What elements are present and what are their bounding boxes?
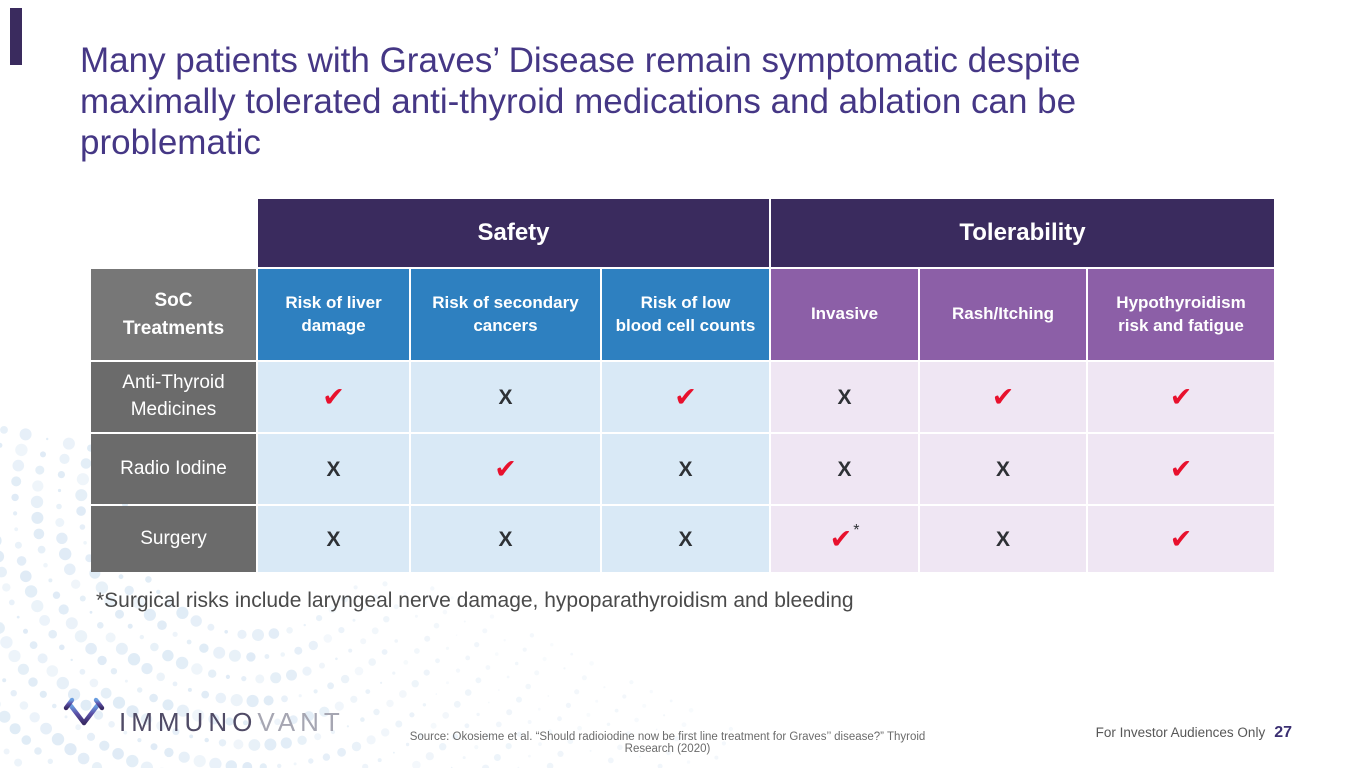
- table-cell: X: [258, 434, 409, 504]
- table-cell: ✔: [920, 362, 1086, 432]
- table-cell: ✔ *: [771, 506, 918, 572]
- table-cell: ✔: [258, 362, 409, 432]
- x-mark: X: [326, 527, 341, 551]
- column-header-soc-treatments: SoC Treatments: [91, 269, 256, 360]
- table-cell: ✔: [1088, 362, 1274, 432]
- table-cell: X: [411, 506, 600, 572]
- footnote: *Surgical risks include laryngeal nerve …: [96, 589, 854, 612]
- row-label-anti-thyroid-medicines: Anti-Thyroid Medicines: [91, 362, 256, 432]
- column-header-risk-low-blood-cell-counts: Risk of low blood cell counts: [602, 269, 769, 360]
- column-header-rash-itching: Rash/Itching: [920, 269, 1086, 360]
- check-mark: ✔: [991, 381, 1015, 413]
- table-cell: X: [771, 434, 918, 504]
- check-mark: ✔: [1169, 523, 1193, 555]
- x-mark: X: [678, 527, 693, 551]
- asterisk-mark: *: [853, 522, 860, 539]
- accent-bar: [10, 8, 22, 65]
- row-label-radio-iodine: Radio Iodine: [91, 434, 256, 504]
- table-cell: ✔: [1088, 506, 1274, 572]
- table-cell: X: [771, 362, 918, 432]
- check-mark: ✔: [829, 523, 853, 555]
- brand-text-primary: IMMUNO: [119, 706, 258, 737]
- page-number: 27: [1274, 724, 1292, 741]
- x-mark: X: [837, 457, 852, 481]
- source-citation: Source: Okosieme et al. “Should radioiod…: [409, 731, 926, 755]
- group-header-tolerability: Tolerability: [771, 199, 1274, 267]
- brand-text-secondary: VANT: [257, 706, 345, 737]
- immunovant-logo: IMMUNOVANT: [60, 694, 345, 750]
- x-mark: X: [995, 527, 1010, 551]
- column-header-risk-secondary-cancers: Risk of secondary cancers: [411, 269, 600, 360]
- slide-title: Many patients with Graves’ Disease remai…: [80, 41, 1081, 162]
- check-mark: ✔: [1169, 381, 1193, 413]
- check-mark: ✔: [674, 381, 697, 413]
- check-mark: ✔: [494, 453, 517, 485]
- group-header-safety: Safety: [258, 199, 769, 267]
- x-mark: X: [498, 385, 513, 409]
- table-cell: X: [602, 506, 769, 572]
- x-mark: X: [498, 527, 513, 551]
- table-cell: X: [920, 506, 1086, 572]
- antibody-icon: [63, 697, 105, 750]
- x-mark: X: [837, 385, 852, 409]
- table-corner-spacer: [91, 199, 256, 267]
- table-cell: ✔: [411, 434, 600, 504]
- x-mark: X: [326, 457, 341, 481]
- table-cell: X: [411, 362, 600, 432]
- x-mark: X: [678, 457, 693, 481]
- table-cell: ✔: [1088, 434, 1274, 504]
- table-cell: X: [602, 434, 769, 504]
- table-cell: ✔: [602, 362, 769, 432]
- audience-label: For Investor Audiences Only: [1095, 725, 1266, 740]
- x-mark: X: [995, 457, 1010, 481]
- table-cell: X: [258, 506, 409, 572]
- footer-right: For Investor Audiences Only 27: [1096, 724, 1292, 742]
- brand-wordmark: IMMUNOVANT: [119, 707, 345, 738]
- table-cell: X: [920, 434, 1086, 504]
- row-label-surgery: Surgery: [91, 506, 256, 572]
- treatment-comparison-table: Safety Tolerability SoC Treatments Risk …: [91, 199, 1274, 572]
- check-mark: ✔: [322, 381, 345, 413]
- column-header-risk-liver-damage: Risk of liver damage: [258, 269, 409, 360]
- column-header-invasive: Invasive: [771, 269, 918, 360]
- column-header-hypothyroidism-risk-fatigue: Hypothyroidism risk and fatigue: [1088, 269, 1274, 360]
- check-mark: ✔: [1169, 453, 1193, 485]
